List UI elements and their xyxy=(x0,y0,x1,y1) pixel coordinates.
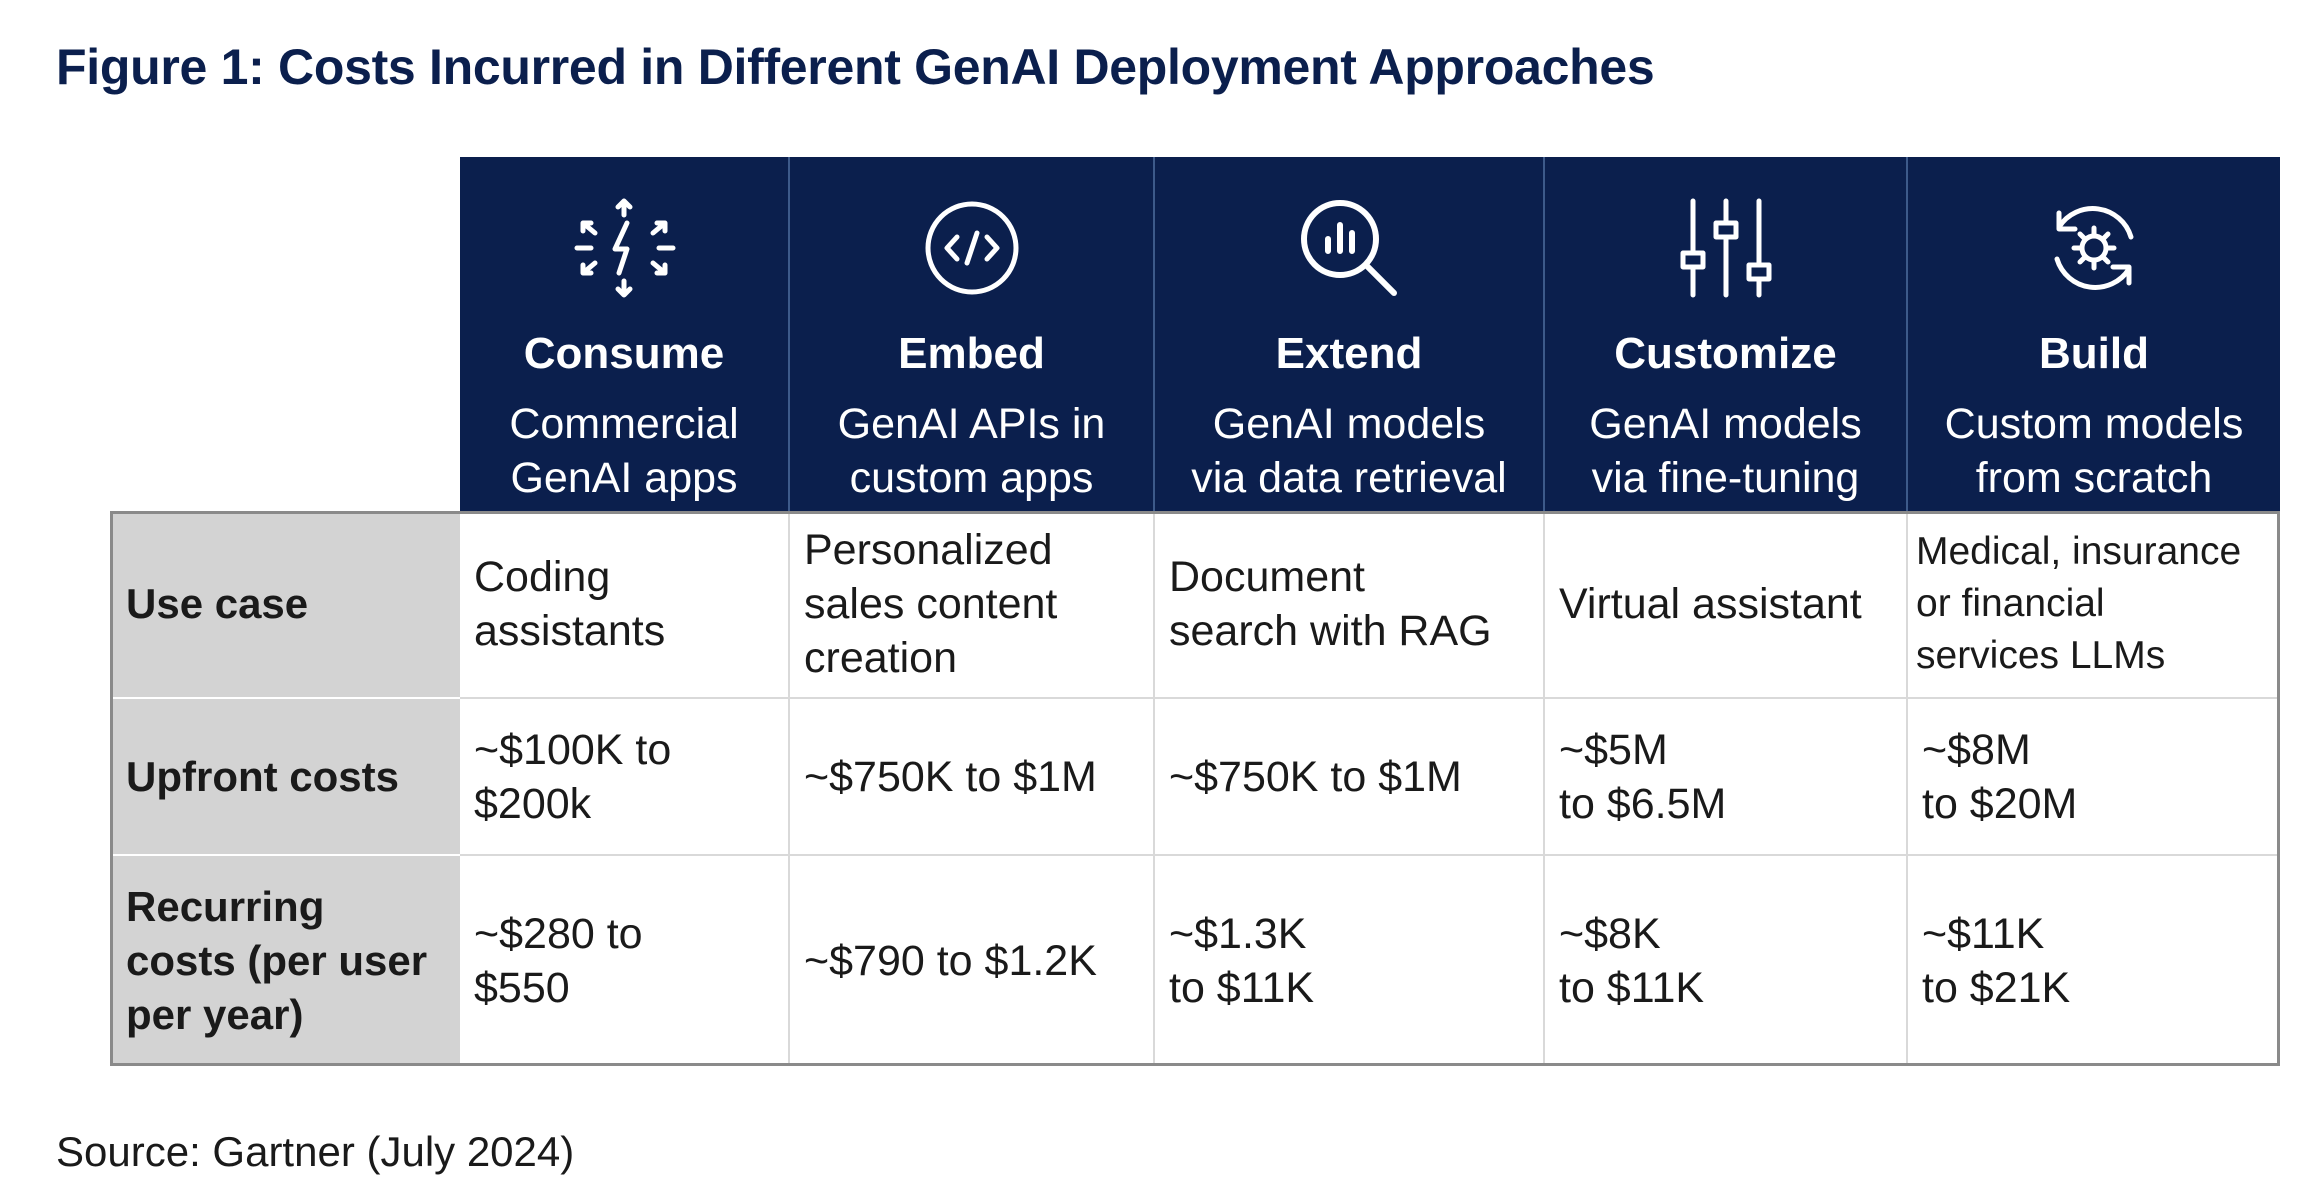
figure-title: Figure 1: Costs Incurred in Different Ge… xyxy=(56,39,1655,95)
table-cell: Medical, insurance or financial services… xyxy=(1908,511,2280,699)
search-chart-icon xyxy=(1294,193,1404,303)
column-description: Commercial GenAI apps xyxy=(509,400,739,502)
row-label-use-case: Use case xyxy=(110,511,460,699)
column-header-extend: Extend GenAI models via data retrieval xyxy=(1155,157,1545,511)
table-cell: ~$11K to $21K xyxy=(1908,856,2280,1066)
table-cell: ~$280 to $550 xyxy=(460,856,790,1066)
sliders-icon xyxy=(1671,193,1781,303)
cell-text: Personalized sales content creation xyxy=(804,526,1058,682)
table-cell: Coding assistants xyxy=(460,511,790,699)
table-cell: ~$790 to $1.2K xyxy=(790,856,1155,1066)
refresh-gear-icon xyxy=(2039,193,2149,303)
cell-text: ~$11K to $21K xyxy=(1922,910,2071,1012)
table-cell: ~$750K to $1M xyxy=(790,699,1155,856)
cell-text: ~$280 to $550 xyxy=(474,910,643,1012)
column-name: Build xyxy=(2039,329,2149,378)
column-description: GenAI APIs in custom apps xyxy=(837,400,1106,502)
column-header-consume: Consume Commercial GenAI apps xyxy=(460,157,790,511)
column-name: Consume xyxy=(523,329,725,378)
cell-text: Coding assistants xyxy=(474,553,666,655)
row-label-recurring-costs: Recurring costs (per user per year) xyxy=(110,856,460,1066)
table-cell: Virtual assistant xyxy=(1545,511,1908,699)
table-cell: Document search with RAG xyxy=(1155,511,1545,699)
table-cell: ~$100K to $200k xyxy=(460,699,790,856)
cell-text: Virtual assistant xyxy=(1559,580,1862,628)
table-cell: ~$8M to $20M xyxy=(1908,699,2280,856)
cell-text: ~$100K to $200k xyxy=(474,725,672,828)
column-description: GenAI models via data retrieval xyxy=(1191,400,1507,502)
table-cell: ~$1.3K to $11K xyxy=(1155,856,1545,1066)
column-header-customize: Customize GenAI models via fine-tuning xyxy=(1545,157,1908,511)
cell-text: Document search with RAG xyxy=(1169,553,1492,655)
row-label-text: Recurring costs (per user per year) xyxy=(126,883,428,1038)
cell-text: ~$790 to $1.2K xyxy=(804,937,1097,985)
column-name: Embed xyxy=(898,329,1045,378)
table-cell: ~$8K to $11K xyxy=(1545,856,1908,1066)
row-label-upfront-costs: Upfront costs xyxy=(110,699,460,856)
row-label-text: Use case xyxy=(126,580,309,627)
table-cell: Personalized sales content creation xyxy=(790,511,1155,699)
cell-text: ~$8K to $11K xyxy=(1559,910,1705,1012)
source-note: Source: Gartner (July 2024) xyxy=(56,1128,575,1175)
cell-text: ~$750K to $1M xyxy=(1169,752,1462,801)
column-header-embed: Embed GenAI APIs in custom apps xyxy=(790,157,1155,511)
cell-text: Medical, insurance or financial services… xyxy=(1916,530,2242,677)
cell-text: ~$1.3K to $11K xyxy=(1169,910,1315,1012)
cell-text: ~$5M to $6.5M xyxy=(1559,725,1727,828)
cell-text: ~$8M to $20M xyxy=(1922,725,2078,828)
column-name: Customize xyxy=(1614,329,1837,378)
code-icon xyxy=(917,193,1027,303)
column-description: GenAI models via fine-tuning xyxy=(1589,400,1862,502)
table-cell: ~$750K to $1M xyxy=(1155,699,1545,856)
column-name: Extend xyxy=(1275,329,1423,378)
table-cell: ~$5M to $6.5M xyxy=(1545,699,1908,856)
cell-text: ~$750K to $1M xyxy=(804,752,1097,801)
network-bolt-icon xyxy=(569,193,679,303)
row-label-text: Upfront costs xyxy=(126,752,399,800)
column-description: Custom models from scratch xyxy=(1944,400,2244,502)
column-header-build: Build Custom models from scratch xyxy=(1908,157,2280,511)
